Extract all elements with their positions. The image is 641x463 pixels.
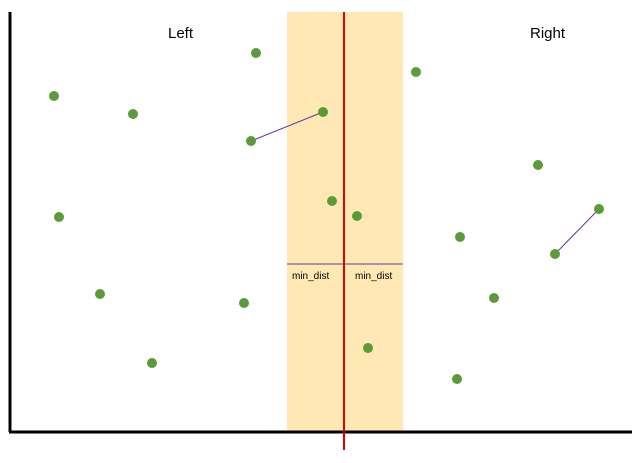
point	[411, 67, 421, 77]
min-dist-label-right: min_dist	[355, 271, 392, 282]
point	[352, 211, 362, 221]
point	[489, 293, 499, 303]
point	[455, 232, 465, 242]
min-dist-label-left: min_dist	[292, 271, 329, 282]
left-pair-connector	[250, 111, 324, 142]
point	[251, 48, 261, 58]
point	[246, 136, 256, 146]
points	[49, 48, 604, 384]
point	[533, 160, 543, 170]
right-label: Right	[530, 25, 566, 42]
point	[49, 91, 59, 101]
point	[452, 374, 462, 384]
point	[327, 196, 337, 206]
point	[147, 358, 157, 368]
point	[363, 343, 373, 353]
point	[550, 249, 560, 259]
point	[318, 107, 328, 117]
left-label: Left	[168, 25, 194, 42]
point	[594, 204, 604, 214]
point	[95, 289, 105, 299]
right-pair-connector	[554, 208, 600, 255]
point	[128, 109, 138, 119]
point	[54, 212, 64, 222]
point	[239, 298, 249, 308]
